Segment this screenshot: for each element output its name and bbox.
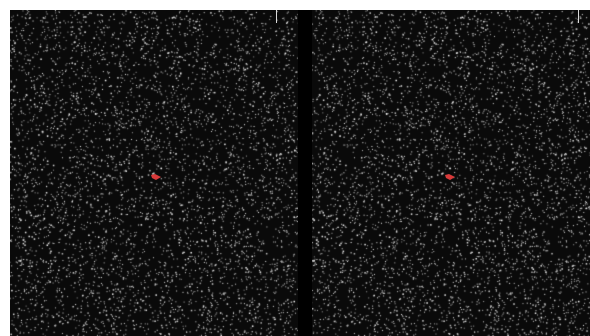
right-view-panel: [312, 10, 590, 336]
left-top-tick: [276, 10, 277, 23]
target-marker-icon: [151, 174, 161, 180]
target-marker-icon: [445, 174, 455, 180]
left-random-dot-field: [10, 10, 298, 336]
center-divider: [298, 10, 312, 336]
right-random-dot-field: [312, 10, 590, 336]
left-view-panel: [10, 10, 298, 336]
right-top-tick: [578, 10, 579, 23]
